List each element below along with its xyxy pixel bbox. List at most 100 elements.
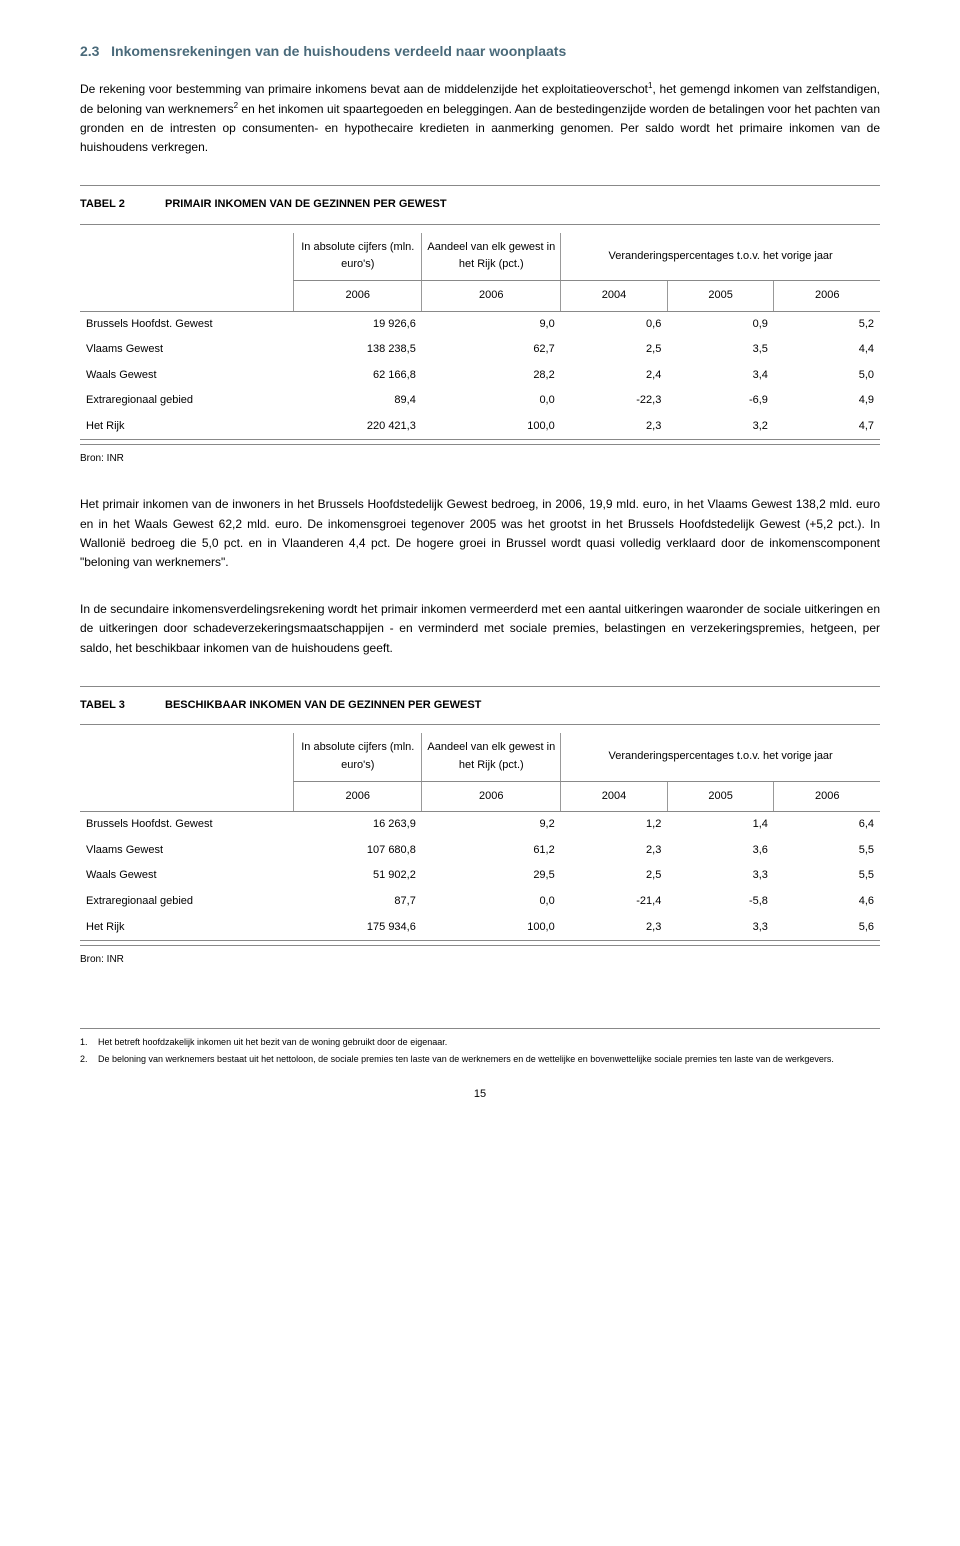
cell: 5,5	[774, 863, 880, 889]
fn-text: Het betreft hoofdzakelijk inkomen uit he…	[98, 1035, 880, 1049]
table-3-data: In absolute cijfers (mln. euro's) Aandee…	[80, 733, 880, 941]
table-2-data: In absolute cijfers (mln. euro's) Aandee…	[80, 233, 880, 441]
cell: 1,2	[561, 812, 668, 838]
col-abs: In absolute cijfers (mln. euro's)	[294, 733, 422, 781]
cell: 62 166,8	[294, 363, 422, 389]
cell: 19 926,6	[294, 311, 422, 337]
cell: 16 263,9	[294, 812, 422, 838]
cell: 3,5	[667, 337, 774, 363]
cell: 6,4	[774, 812, 880, 838]
cell: 4,9	[774, 388, 880, 414]
footnote-2: 2. De beloning van werknemers bestaat ui…	[80, 1052, 880, 1066]
table-2-label: TABEL 2	[80, 196, 165, 214]
table-2-title: PRIMAIR INKOMEN VAN DE GEZINNEN PER GEWE…	[165, 196, 880, 214]
page-number: 15	[80, 1086, 880, 1104]
cell: 28,2	[422, 363, 561, 389]
cell: 2,3	[561, 414, 668, 440]
page-content: 2.3 Inkomensrekeningen van de huishouden…	[20, 0, 940, 1124]
year: 2005	[667, 781, 774, 812]
table-row: Waals Gewest62 166,828,22,43,45,0	[80, 363, 880, 389]
table-row: Vlaams Gewest138 238,562,72,53,54,4	[80, 337, 880, 363]
year: 2006	[774, 781, 880, 812]
cell: 100,0	[422, 414, 561, 440]
row-label: Waals Gewest	[80, 363, 294, 389]
cell: 9,0	[422, 311, 561, 337]
row-label: Het Rijk	[80, 915, 294, 941]
cell: 3,2	[667, 414, 774, 440]
section-heading: 2.3 Inkomensrekeningen van de huishouden…	[80, 40, 880, 62]
table-3-label: TABEL 3	[80, 697, 165, 715]
cell: 89,4	[294, 388, 422, 414]
table-3: TABEL 3 BESCHIKBAAR INKOMEN VAN DE GEZIN…	[80, 686, 880, 968]
cell: 175 934,6	[294, 915, 422, 941]
row-label: Brussels Hoofdst. Gewest	[80, 311, 294, 337]
table-row: Brussels Hoofdst. Gewest19 926,69,00,60,…	[80, 311, 880, 337]
fn-text: De beloning van werknemers bestaat uit h…	[98, 1052, 880, 1066]
year: 2006	[294, 280, 422, 311]
col-share: Aandeel van elk gewest in het Rijk (pct.…	[422, 733, 561, 781]
section-number: 2.3	[80, 43, 99, 59]
table-row: Brussels Hoofdst. Gewest16 263,99,21,21,…	[80, 812, 880, 838]
cell: 2,5	[561, 863, 668, 889]
section-title: Inkomensrekeningen van de huishoudens ve…	[111, 43, 566, 59]
row-label: Het Rijk	[80, 414, 294, 440]
cell: -22,3	[561, 388, 668, 414]
cell: 2,3	[561, 838, 668, 864]
cell: 61,2	[422, 838, 561, 864]
year: 2006	[774, 280, 880, 311]
table-row: Waals Gewest51 902,229,52,53,35,5	[80, 863, 880, 889]
paragraph-2: Het primair inkomen van de inwoners in h…	[80, 495, 880, 572]
col-change: Veranderingspercentages t.o.v. het vorig…	[561, 733, 880, 781]
row-label: Extraregionaal gebied	[80, 889, 294, 915]
cell: 3,6	[667, 838, 774, 864]
cell: -6,9	[667, 388, 774, 414]
row-label: Vlaams Gewest	[80, 337, 294, 363]
year: 2006	[294, 781, 422, 812]
row-label: Waals Gewest	[80, 863, 294, 889]
cell: 1,4	[667, 812, 774, 838]
cell: 51 902,2	[294, 863, 422, 889]
table-2-source: Bron: INR	[80, 444, 880, 467]
cell: 3,3	[667, 915, 774, 941]
cell: 5,6	[774, 915, 880, 941]
blank-head	[80, 233, 294, 281]
cell: 2,4	[561, 363, 668, 389]
table-row: Het Rijk175 934,6100,02,33,35,6	[80, 915, 880, 941]
table-row: Het Rijk220 421,3100,02,33,24,7	[80, 414, 880, 440]
cell: 0,0	[422, 388, 561, 414]
col-change: Veranderingspercentages t.o.v. het vorig…	[561, 233, 880, 281]
cell: 4,7	[774, 414, 880, 440]
table-3-title: BESCHIKBAAR INKOMEN VAN DE GEZINNEN PER …	[165, 697, 880, 715]
blank	[80, 280, 294, 311]
cell: 2,3	[561, 915, 668, 941]
cell: 220 421,3	[294, 414, 422, 440]
cell: 138 238,5	[294, 337, 422, 363]
cell: 0,9	[667, 311, 774, 337]
row-label: Extraregionaal gebied	[80, 388, 294, 414]
cell: 0,0	[422, 889, 561, 915]
row-label: Vlaams Gewest	[80, 838, 294, 864]
cell: 100,0	[422, 915, 561, 941]
table-2-head: TABEL 2 PRIMAIR INKOMEN VAN DE GEZINNEN …	[80, 185, 880, 225]
table-2: TABEL 2 PRIMAIR INKOMEN VAN DE GEZINNEN …	[80, 185, 880, 467]
table-3-body: Brussels Hoofdst. Gewest16 263,99,21,21,…	[80, 812, 880, 941]
cell: 5,0	[774, 363, 880, 389]
table-row: Vlaams Gewest107 680,861,22,33,65,5	[80, 838, 880, 864]
cell: 3,3	[667, 863, 774, 889]
cell: 9,2	[422, 812, 561, 838]
table-3-source: Bron: INR	[80, 945, 880, 968]
cell: 3,4	[667, 363, 774, 389]
year: 2005	[667, 280, 774, 311]
cell: -5,8	[667, 889, 774, 915]
col-abs: In absolute cijfers (mln. euro's)	[294, 233, 422, 281]
intro-paragraph: De rekening voor bestemming van primaire…	[80, 80, 880, 157]
cell: 87,7	[294, 889, 422, 915]
fn-num: 1.	[80, 1035, 98, 1049]
footnote-1: 1. Het betreft hoofdzakelijk inkomen uit…	[80, 1035, 880, 1049]
cell: 0,6	[561, 311, 668, 337]
cell: 4,4	[774, 337, 880, 363]
cell: 107 680,8	[294, 838, 422, 864]
cell: 5,5	[774, 838, 880, 864]
year: 2006	[422, 781, 561, 812]
fn-num: 2.	[80, 1052, 98, 1066]
